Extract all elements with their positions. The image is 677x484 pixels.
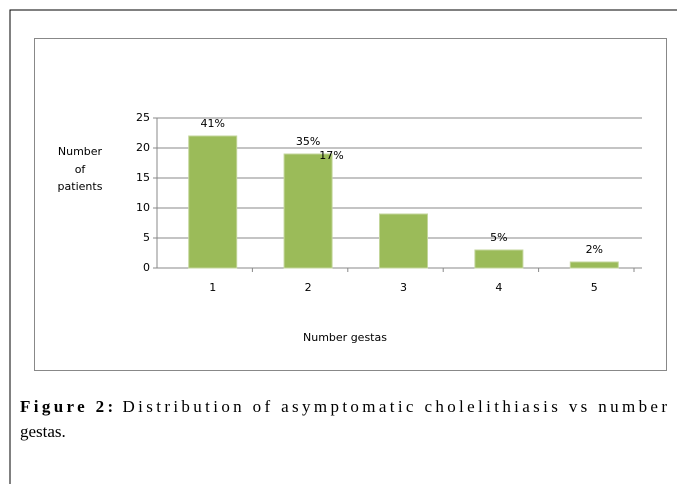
caption-label: Figure 2:: [20, 397, 113, 416]
caption: Figure 2: Distribution of asymptomatic ch…: [20, 397, 667, 416]
y-tick-label: 25: [136, 111, 150, 124]
caption-text: Distribution of asymptomatic cholelithia…: [123, 397, 668, 416]
bar: [569, 261, 619, 269]
bar-annotation: 5%: [490, 231, 507, 244]
frame: [9, 9, 677, 484]
x-tick-label: 2: [305, 281, 312, 294]
y-axis-label: patients: [58, 180, 103, 193]
y-tick-label: 10: [136, 201, 150, 214]
x-tick-label: 3: [400, 281, 407, 294]
bar: [188, 135, 238, 269]
bar-annotation: 35%: [296, 135, 320, 148]
bar-annotation: 17%: [319, 149, 343, 162]
bar: [283, 153, 333, 269]
bar: [474, 249, 524, 269]
y-axis-label: of: [75, 163, 87, 176]
caption-text-line: gestas.: [20, 422, 66, 441]
x-tick-label: 4: [495, 281, 502, 294]
y-tick-label: 5: [143, 231, 150, 244]
chart-area: [34, 38, 667, 371]
y-tick-label: 20: [136, 141, 150, 154]
bar: [379, 213, 428, 269]
bar-annotation: 2%: [586, 243, 603, 256]
y-tick-label: 15: [136, 171, 150, 184]
y-tick-label: 0: [143, 261, 150, 274]
x-tick-label: 5: [591, 281, 598, 294]
x-axis-label: Number gestas: [303, 331, 387, 344]
x-tick-label: 1: [209, 281, 216, 294]
y-axis-label: Number: [58, 145, 103, 158]
bar-annotation: 41%: [200, 117, 224, 130]
